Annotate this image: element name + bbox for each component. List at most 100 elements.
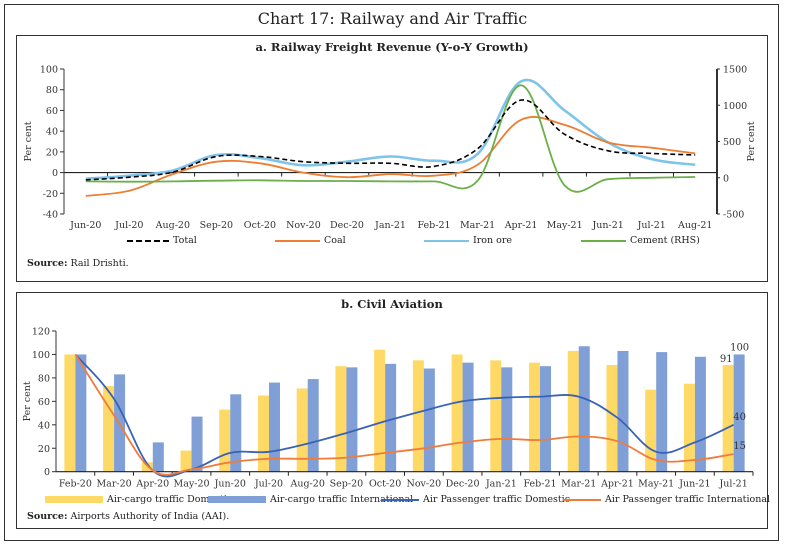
bar-cargo-domestic: [683, 383, 695, 472]
bar-cargo-international: [578, 346, 590, 472]
bar-cargo-domestic: [490, 360, 502, 472]
bar-cargo-international: [191, 416, 203, 472]
line-passenger-domestic: [74, 353, 734, 478]
bar-cargo-international: [75, 354, 87, 472]
data-label: 91: [720, 354, 733, 365]
y-tick-label: 60: [38, 397, 50, 408]
panel-civil-aviation: b. Civil Aviation 0 20 40 60 80 100 120 Per cen…: [16, 292, 770, 529]
x-tick-label: Feb-20: [59, 479, 92, 490]
y2-axis-title: Per cent: [746, 121, 757, 161]
y-tick-label: 80: [46, 85, 58, 96]
source-text: Rail Drishti.: [70, 258, 129, 269]
y-tick-label: 100: [40, 65, 58, 76]
legend-item: Total: [127, 235, 197, 246]
panel-railway-freight: a. Railway Freight Revenue (Y-o-Y Growth…: [16, 35, 768, 282]
legend-label: Cement (RHS): [630, 235, 700, 246]
legend-swatch: [45, 496, 103, 503]
data-label: 40: [733, 412, 746, 423]
source-note-a: Source: Rail Drishti.: [27, 258, 129, 269]
y2-tick-label: 0: [723, 173, 729, 184]
series-line-iron-ore: [85, 78, 696, 181]
x-tick-label: Jan-21: [374, 220, 406, 231]
x-tick-label: Jun-20: [214, 479, 246, 490]
bar-cargo-domestic: [645, 389, 657, 472]
bar-cargo-international: [152, 442, 164, 472]
chart-frame: [4, 4, 779, 541]
x-tick-label: Mar-21: [460, 220, 495, 231]
bar-cargo-international: [346, 367, 358, 472]
legend-item: Coal: [275, 235, 346, 246]
bar-cargo-domestic: [567, 350, 579, 472]
x-tick-label: Jul-20: [254, 479, 283, 490]
data-label: 100: [730, 342, 749, 353]
legend-label: Air-cargo traffic International: [270, 494, 414, 505]
bar-cargo-domestic: [296, 388, 308, 472]
bar-cargo-domestic: [374, 349, 386, 472]
x-tick-label: Mar-20: [96, 479, 131, 490]
panel-a-title: a. Railway Freight Revenue (Y-o-Y Growth…: [255, 40, 529, 54]
bar-cargo-domestic: [451, 354, 463, 472]
bar-cargo-international: [617, 350, 629, 472]
y-tick-label: 0: [44, 467, 50, 478]
legend-label: Coal: [324, 235, 346, 246]
legend-label: Total: [173, 235, 197, 246]
y-tick-label: -40: [43, 210, 58, 221]
x-tick-label: Sep-20: [330, 479, 364, 490]
y-tick-label: 100: [32, 350, 50, 361]
bar-cargo-international: [501, 367, 513, 472]
y2-tick-label: 500: [723, 137, 741, 148]
x-tick-label: Jun-21: [591, 220, 623, 231]
bar-cargo-domestic: [64, 354, 76, 472]
y-tick-label: 20: [46, 147, 58, 158]
x-tick-label: Nov-20: [407, 479, 442, 490]
bar-cargo-international: [733, 354, 745, 472]
bar-cargo-international: [307, 379, 319, 472]
y-tick-label: 40: [38, 420, 50, 431]
bar-cargo-domestic: [412, 360, 424, 472]
bar-cargo-international: [385, 363, 397, 472]
bar-cargo-domestic: [257, 395, 269, 472]
legend-item: Air-cargo traffic International: [208, 494, 413, 505]
x-tick-label: Aug-21: [677, 220, 712, 231]
source-label: Source:: [27, 258, 68, 269]
x-tick-label: May-20: [173, 479, 209, 490]
legend-item: Cement (RHS): [581, 235, 700, 246]
bar-cargo-international: [694, 356, 706, 472]
page-title: Chart 17: Railway and Air Traffic: [257, 9, 528, 28]
x-tick-label: Jul-21: [719, 479, 748, 490]
x-tick-label: Aug-20: [290, 479, 325, 490]
x-tick-label: Jul-20: [114, 220, 143, 231]
y2-tick-label: 1000: [723, 101, 747, 112]
legend-label: Air-cargo traffic Domestic: [107, 494, 233, 505]
legend-item: Iron ore: [424, 235, 512, 246]
series-line-cement-rhs: [85, 84, 696, 193]
y2-tick-label: -500: [723, 210, 744, 221]
bar-cargo-domestic: [335, 366, 347, 472]
y-tick-label: 60: [46, 106, 58, 117]
x-tick-label: Jul-21: [637, 220, 666, 231]
legend-item: Air Passenger traffic Domestic: [381, 494, 570, 505]
bar-cargo-international: [656, 352, 668, 472]
legend-item: Air Passenger traffic International: [563, 494, 770, 505]
bar-cargo-international: [423, 368, 435, 472]
y-tick-label: 80: [38, 373, 50, 384]
x-tick-label: Apr-21: [504, 220, 538, 231]
x-tick-label: Jun-21: [678, 479, 710, 490]
y-tick-label: 20: [38, 444, 50, 455]
legend-swatch: [127, 239, 169, 242]
legend-swatch: [563, 498, 601, 501]
bar-cargo-domestic: [219, 409, 231, 472]
bar-cargo-domestic: [103, 386, 115, 472]
bar-cargo-international: [540, 366, 552, 472]
bar-cargo-international: [268, 382, 280, 472]
x-tick-label: Jun-20: [69, 220, 101, 231]
y-tick-label: -20: [43, 189, 58, 200]
x-tick-label: Oct-20: [244, 220, 276, 231]
x-tick-label: Mar-21: [561, 479, 596, 490]
x-tick-label: Feb-21: [523, 479, 556, 490]
x-tick-label: Dec-20: [446, 479, 480, 490]
x-tick-label: Aug-20: [155, 220, 190, 231]
data-label: 15: [733, 441, 746, 452]
legend-label: Iron ore: [473, 235, 513, 246]
legend-swatch: [424, 239, 469, 242]
